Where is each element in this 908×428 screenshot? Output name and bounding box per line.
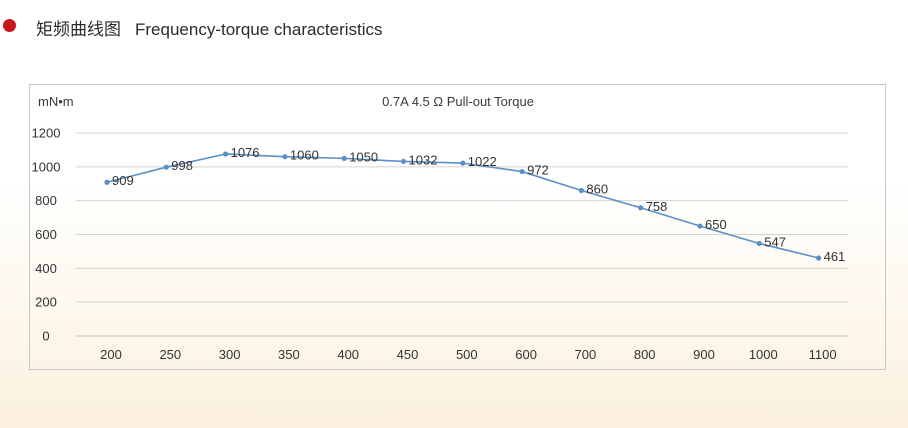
- series-group: [104, 151, 822, 261]
- chart-panel: [29, 84, 886, 370]
- x-tick-label: 700: [575, 347, 597, 362]
- x-tick-label: 500: [456, 347, 478, 362]
- data-label: 909: [112, 173, 134, 188]
- data-point: [756, 240, 762, 247]
- y-tick-label: 400: [35, 261, 57, 276]
- x-axis-ticks: 200 250 300 350 400 450 500 600 700 800 900 1000 110…: [100, 347, 836, 362]
- x-tick-label: 450: [397, 347, 419, 362]
- section-title-cn: 矩频曲线图: [36, 20, 121, 39]
- x-tick-label: 600: [515, 347, 537, 362]
- y-tick-label: 800: [35, 193, 57, 208]
- y-tick-label: 1200: [32, 126, 61, 141]
- data-point: [400, 158, 407, 165]
- data-point: [223, 151, 229, 157]
- data-point: [519, 168, 525, 175]
- x-tick-label: 200: [100, 347, 122, 362]
- y-tick-label: 200: [35, 295, 57, 310]
- data-label: 860: [586, 182, 608, 197]
- data-label: 1076: [231, 145, 260, 160]
- data-point: [638, 205, 644, 211]
- x-tick-label: 1000: [749, 347, 778, 362]
- data-label: 1022: [468, 154, 497, 169]
- series-line: [106, 153, 819, 259]
- data-label: 547: [764, 234, 786, 249]
- x-tick-label: 250: [159, 347, 181, 362]
- data-point: [816, 255, 822, 261]
- y-tick-label: 1000: [32, 159, 61, 174]
- y-axis-unit: mN•m: [38, 94, 74, 109]
- data-label: 650: [705, 217, 727, 232]
- data-point: [163, 164, 169, 170]
- section-title: 矩频曲线图 Frequency-torque characteristics: [36, 15, 383, 40]
- x-tick-label: 900: [693, 347, 715, 362]
- bullet-dot-icon: [3, 19, 16, 32]
- data-label: 1032: [409, 152, 438, 167]
- data-point: [104, 179, 110, 185]
- x-tick-label: 400: [337, 347, 359, 362]
- data-label: 972: [527, 163, 549, 178]
- x-tick-label: 350: [278, 347, 300, 362]
- data-point: [282, 154, 288, 160]
- section-title-en: Frequency-torque characteristics: [135, 20, 383, 39]
- data-point: [341, 155, 347, 161]
- y-tick-label: 600: [35, 227, 57, 242]
- chart-title: 0.7A 4.5 Ω Pull-out Torque: [382, 94, 534, 109]
- data-label: 758: [646, 199, 668, 214]
- y-tick-label: 0: [42, 329, 49, 344]
- data-point: [697, 223, 703, 229]
- data-point: [460, 160, 466, 166]
- data-label: 1060: [290, 148, 319, 163]
- grid-lines: [76, 132, 848, 337]
- data-label: 998: [171, 158, 193, 173]
- x-tick-label: 1100: [809, 347, 837, 362]
- data-point: [578, 187, 585, 194]
- x-tick-label: 800: [634, 347, 656, 362]
- data-labels: 909 998 1076 1060 1050 1032 1022 972 860 758 650 54…: [112, 145, 845, 264]
- x-tick-label: 300: [219, 347, 241, 362]
- y-axis-ticks: 0 200 400 600 800 1000 1200: [32, 126, 61, 344]
- data-label: 461: [824, 249, 846, 264]
- data-label: 1050: [349, 149, 378, 164]
